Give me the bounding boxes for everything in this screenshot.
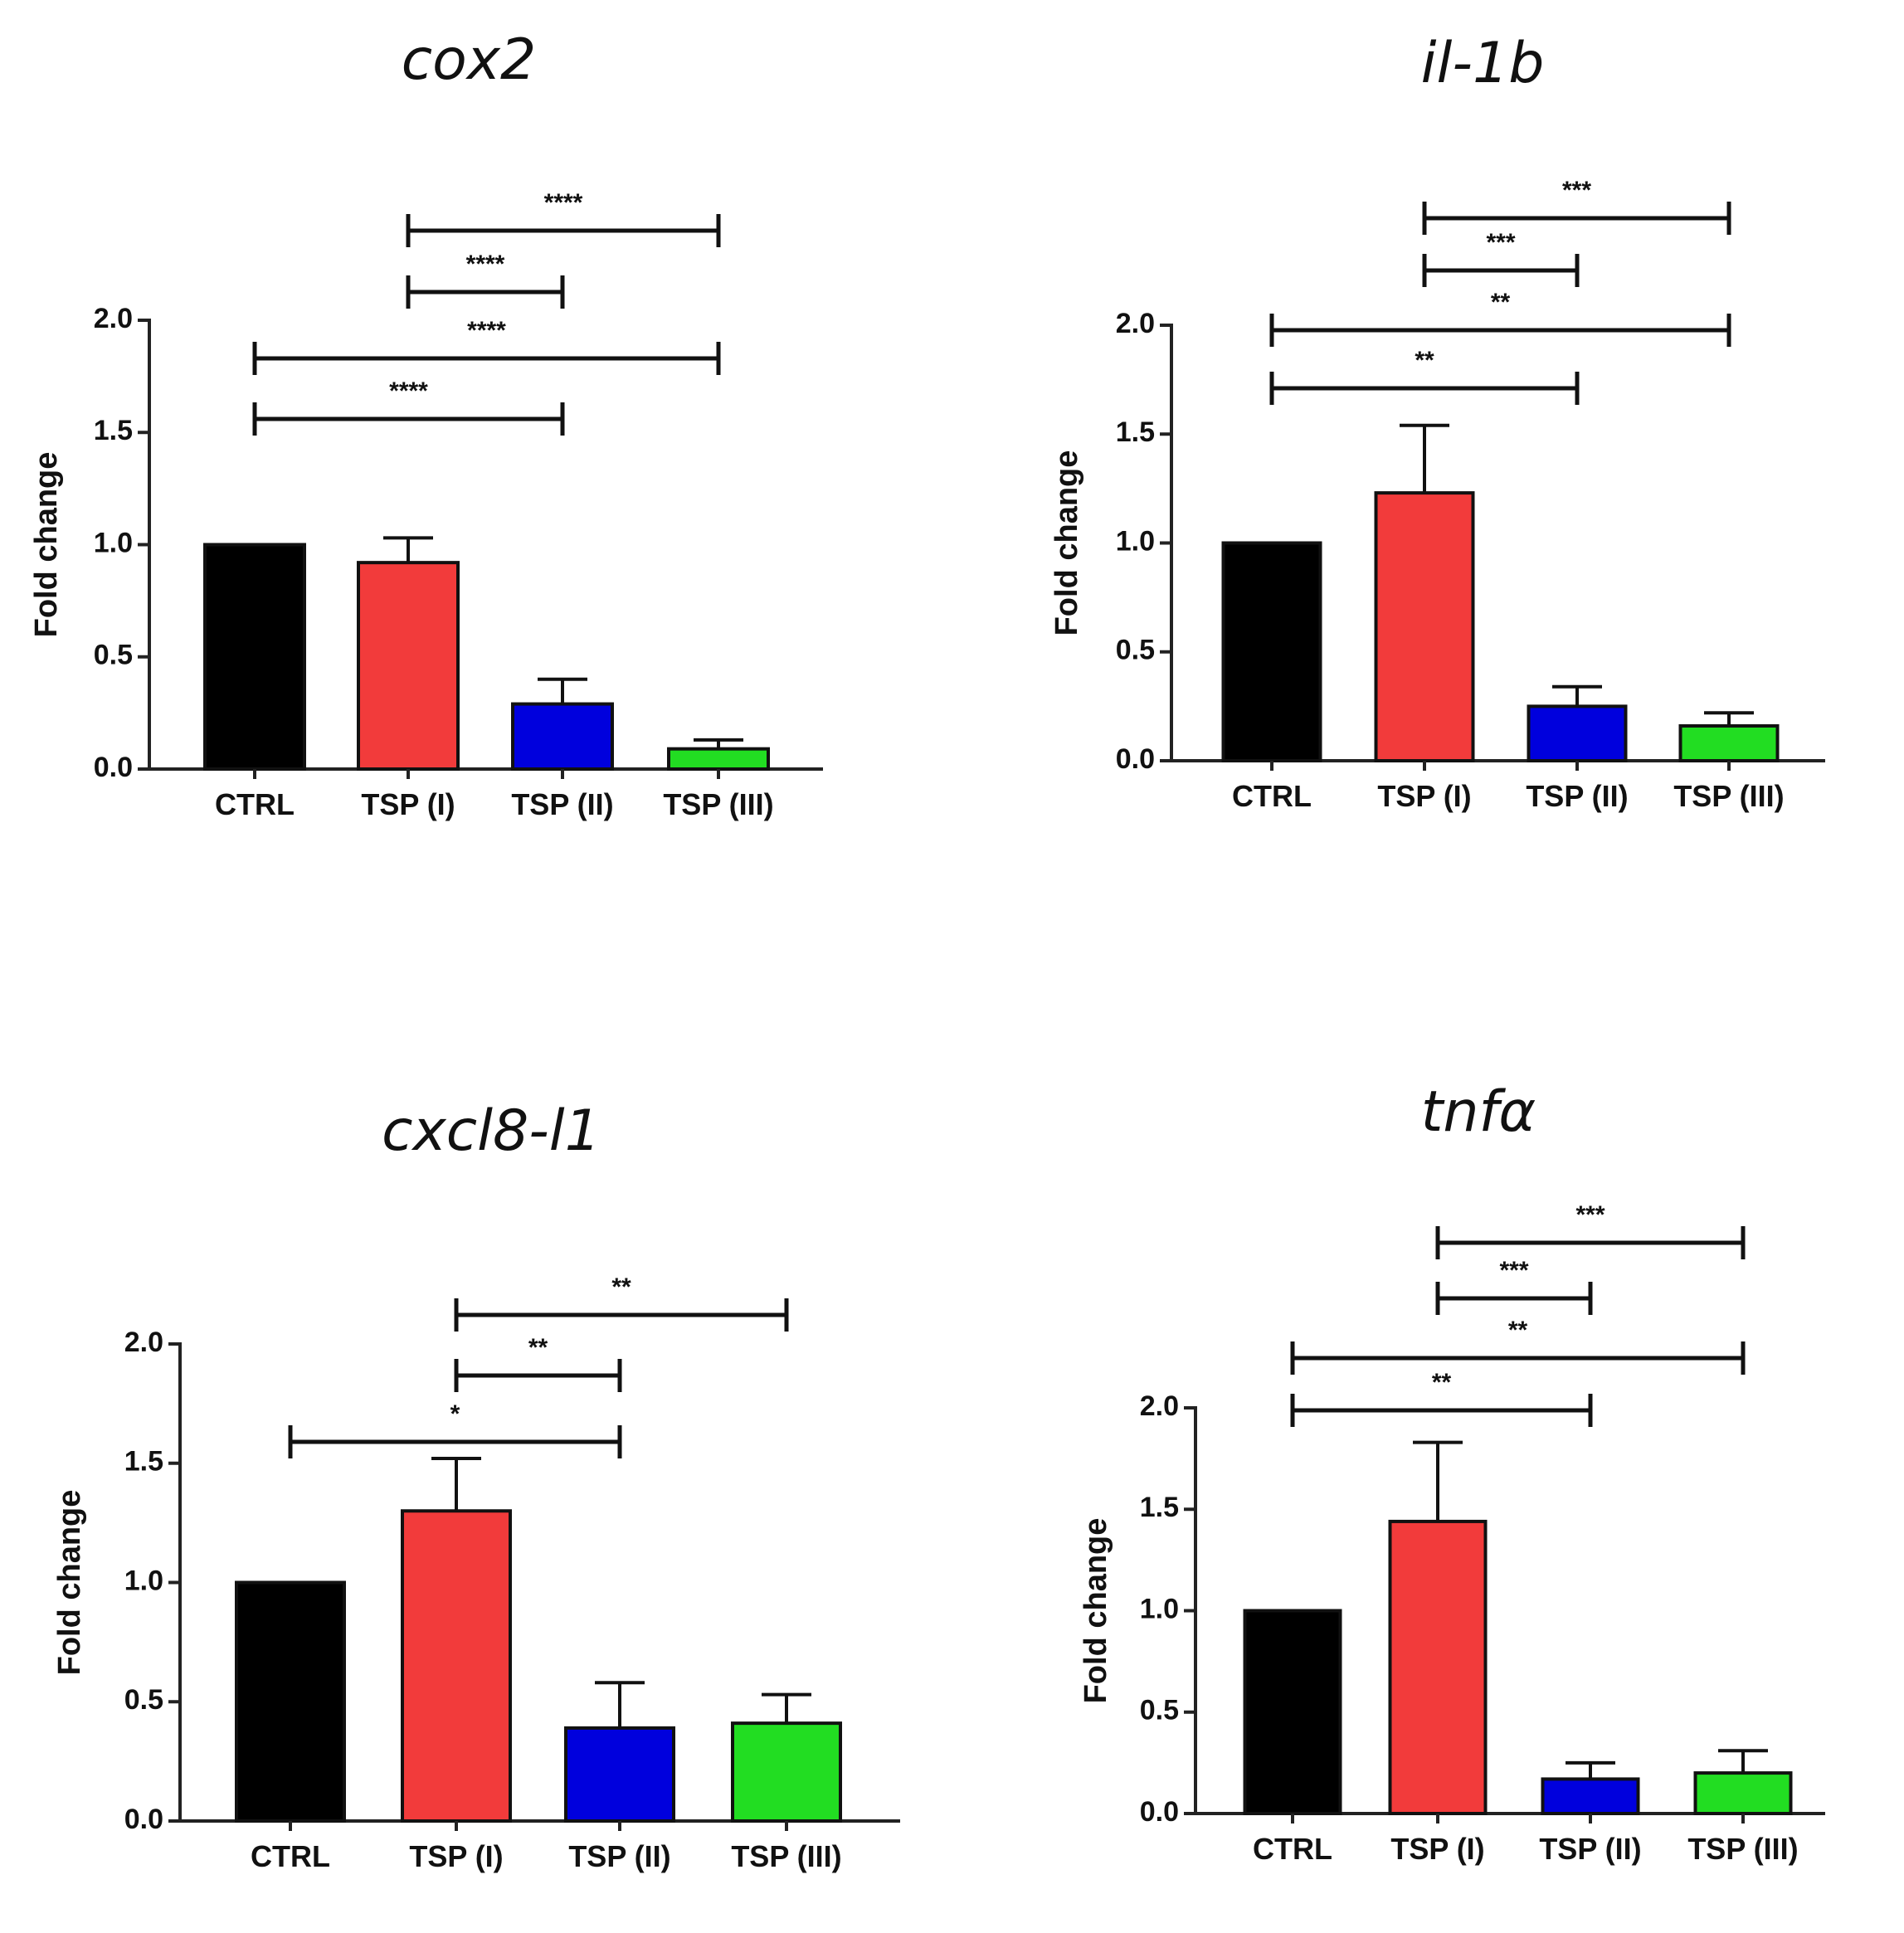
significance-label: ****: [466, 251, 505, 278]
x-category-label: TSP (II): [511, 787, 613, 821]
x-category-label: TSP (II): [1526, 779, 1628, 813]
x-category-label: TSP (III): [663, 787, 773, 821]
y-tick-label: 2.0: [94, 303, 133, 334]
significance-bracket: [1290, 1341, 1746, 1375]
bar-ctrl: [203, 543, 306, 771]
bar-ctrl: [235, 1580, 346, 1823]
x-category-label: TSP (I): [409, 1839, 503, 1873]
x-category-label: TSP (I): [1390, 1832, 1484, 1866]
bar-tsp-iii: [1693, 1771, 1793, 1816]
significance-bracket: [454, 1298, 789, 1332]
significance-bracket: [1290, 1394, 1593, 1427]
y-tick-label: 0.5: [94, 640, 133, 671]
significance-bracket: [1422, 254, 1580, 287]
chart-title: cxcl8-l1: [382, 1098, 601, 1164]
x-category-label: TSP (II): [1539, 1832, 1641, 1866]
x-category-label: CTRL: [215, 787, 295, 821]
y-axis-label: Fold change: [1079, 1518, 1113, 1704]
y-tick-label: 2.0: [124, 1327, 163, 1358]
significance-bracket: [1435, 1282, 1593, 1315]
bar-ctrl: [1243, 1609, 1342, 1815]
chart-title: il-1b: [1421, 31, 1545, 96]
y-axis-label: Fold change: [29, 452, 64, 638]
bar-tsp-i: [401, 1509, 512, 1823]
x-category-label: CTRL: [251, 1839, 330, 1873]
significance-label: **: [1508, 1317, 1528, 1344]
significance-bracket: [288, 1425, 622, 1458]
x-category-label: TSP (I): [1377, 779, 1471, 813]
significance-label: ****: [544, 189, 583, 217]
significance-bracket: [454, 1359, 622, 1392]
bar-tsp-ii: [564, 1726, 675, 1823]
panel-il-1b: il-1b Fold change 0.0 0.5 1.0 1.5 2.0 CTRL TSP (…: [1049, 31, 1825, 813]
significance-label: **: [528, 1334, 548, 1361]
panel-cox2: cox2 Fold change 0.0 0.5 1.0 1.5 2.0 CTRL TSP (I…: [29, 27, 823, 821]
y-tick-label: 1.0: [1140, 1593, 1179, 1624]
y-tick-label: 0.5: [1140, 1695, 1179, 1726]
bar-ctrl: [1221, 541, 1322, 762]
y-axis-label: Fold change: [52, 1490, 87, 1676]
x-category-label: TSP (III): [1687, 1832, 1798, 1866]
significance-label: ***: [1486, 229, 1515, 256]
y-tick-label: 2.0: [1116, 308, 1155, 339]
x-category-label: CTRL: [1232, 779, 1312, 813]
y-tick-label: 1.0: [124, 1565, 163, 1596]
bar-tsp-iii: [667, 747, 770, 772]
significance-bracket: [406, 214, 721, 247]
significance-label: ****: [389, 377, 428, 405]
y-tick-label: 1.0: [1116, 525, 1155, 557]
x-category-label: CTRL: [1253, 1832, 1332, 1866]
significance-bracket: [1269, 314, 1731, 347]
chart-title: cox2: [402, 27, 537, 93]
y-tick-label: 1.5: [1140, 1492, 1179, 1523]
bar-tsp-i: [1388, 1519, 1488, 1816]
y-tick-label: 0.5: [124, 1684, 163, 1716]
chart-title: tnfα: [1421, 1079, 1536, 1145]
bar-tsp-ii: [511, 702, 614, 771]
x-category-label: TSP (III): [1673, 779, 1784, 813]
y-tick-label: 0.0: [1140, 1796, 1179, 1828]
significance-bracket: [1435, 1226, 1746, 1259]
x-category-label: TSP (II): [568, 1839, 670, 1873]
x-category-label: TSP (III): [731, 1839, 841, 1873]
bar-tsp-iii: [731, 1721, 842, 1823]
bar-tsp-i: [357, 561, 460, 772]
significance-bracket: [252, 402, 565, 436]
y-tick-label: 0.5: [1116, 635, 1155, 666]
panel-tnfa: tnfα Fold change 0.0 0.5 1.0 1.5 2.0 CTRL TSP (I…: [1079, 1079, 1825, 1866]
y-tick-label: 0.0: [1116, 743, 1155, 775]
significance-label: ***: [1575, 1201, 1605, 1229]
significance-label: ***: [1562, 177, 1591, 204]
significance-label: **: [1432, 1369, 1452, 1396]
significance-label: **: [611, 1273, 631, 1301]
y-tick-label: 1.5: [124, 1446, 163, 1478]
significance-label: ****: [467, 317, 506, 344]
significance-bracket: [1269, 372, 1580, 405]
y-tick-label: 2.0: [1140, 1390, 1179, 1422]
bar-tsp-ii: [1527, 704, 1628, 762]
bar-tsp-ii: [1541, 1777, 1640, 1816]
y-tick-label: 1.0: [94, 527, 133, 558]
significance-bracket: [1422, 202, 1731, 235]
bar-tsp-iii: [1678, 724, 1780, 762]
y-axis-label: Fold change: [1049, 450, 1084, 636]
bar-tsp-i: [1374, 491, 1475, 762]
y-tick-label: 0.0: [94, 752, 133, 783]
y-tick-label: 1.5: [94, 415, 133, 446]
significance-label: **: [1415, 347, 1434, 374]
y-tick-label: 0.0: [124, 1804, 163, 1835]
significance-label: ***: [1499, 1257, 1528, 1284]
significance-label: *: [450, 1400, 460, 1428]
significance-label: **: [1491, 289, 1511, 316]
significance-bracket: [406, 275, 565, 309]
panel-cxcl8-l1: cxcl8-l1 Fold change 0.0 0.5 1.0 1.5 2.0 CTRL TS…: [52, 1098, 900, 1873]
significance-bracket: [252, 342, 721, 375]
x-category-label: TSP (I): [361, 787, 455, 821]
y-tick-label: 1.5: [1116, 416, 1155, 448]
